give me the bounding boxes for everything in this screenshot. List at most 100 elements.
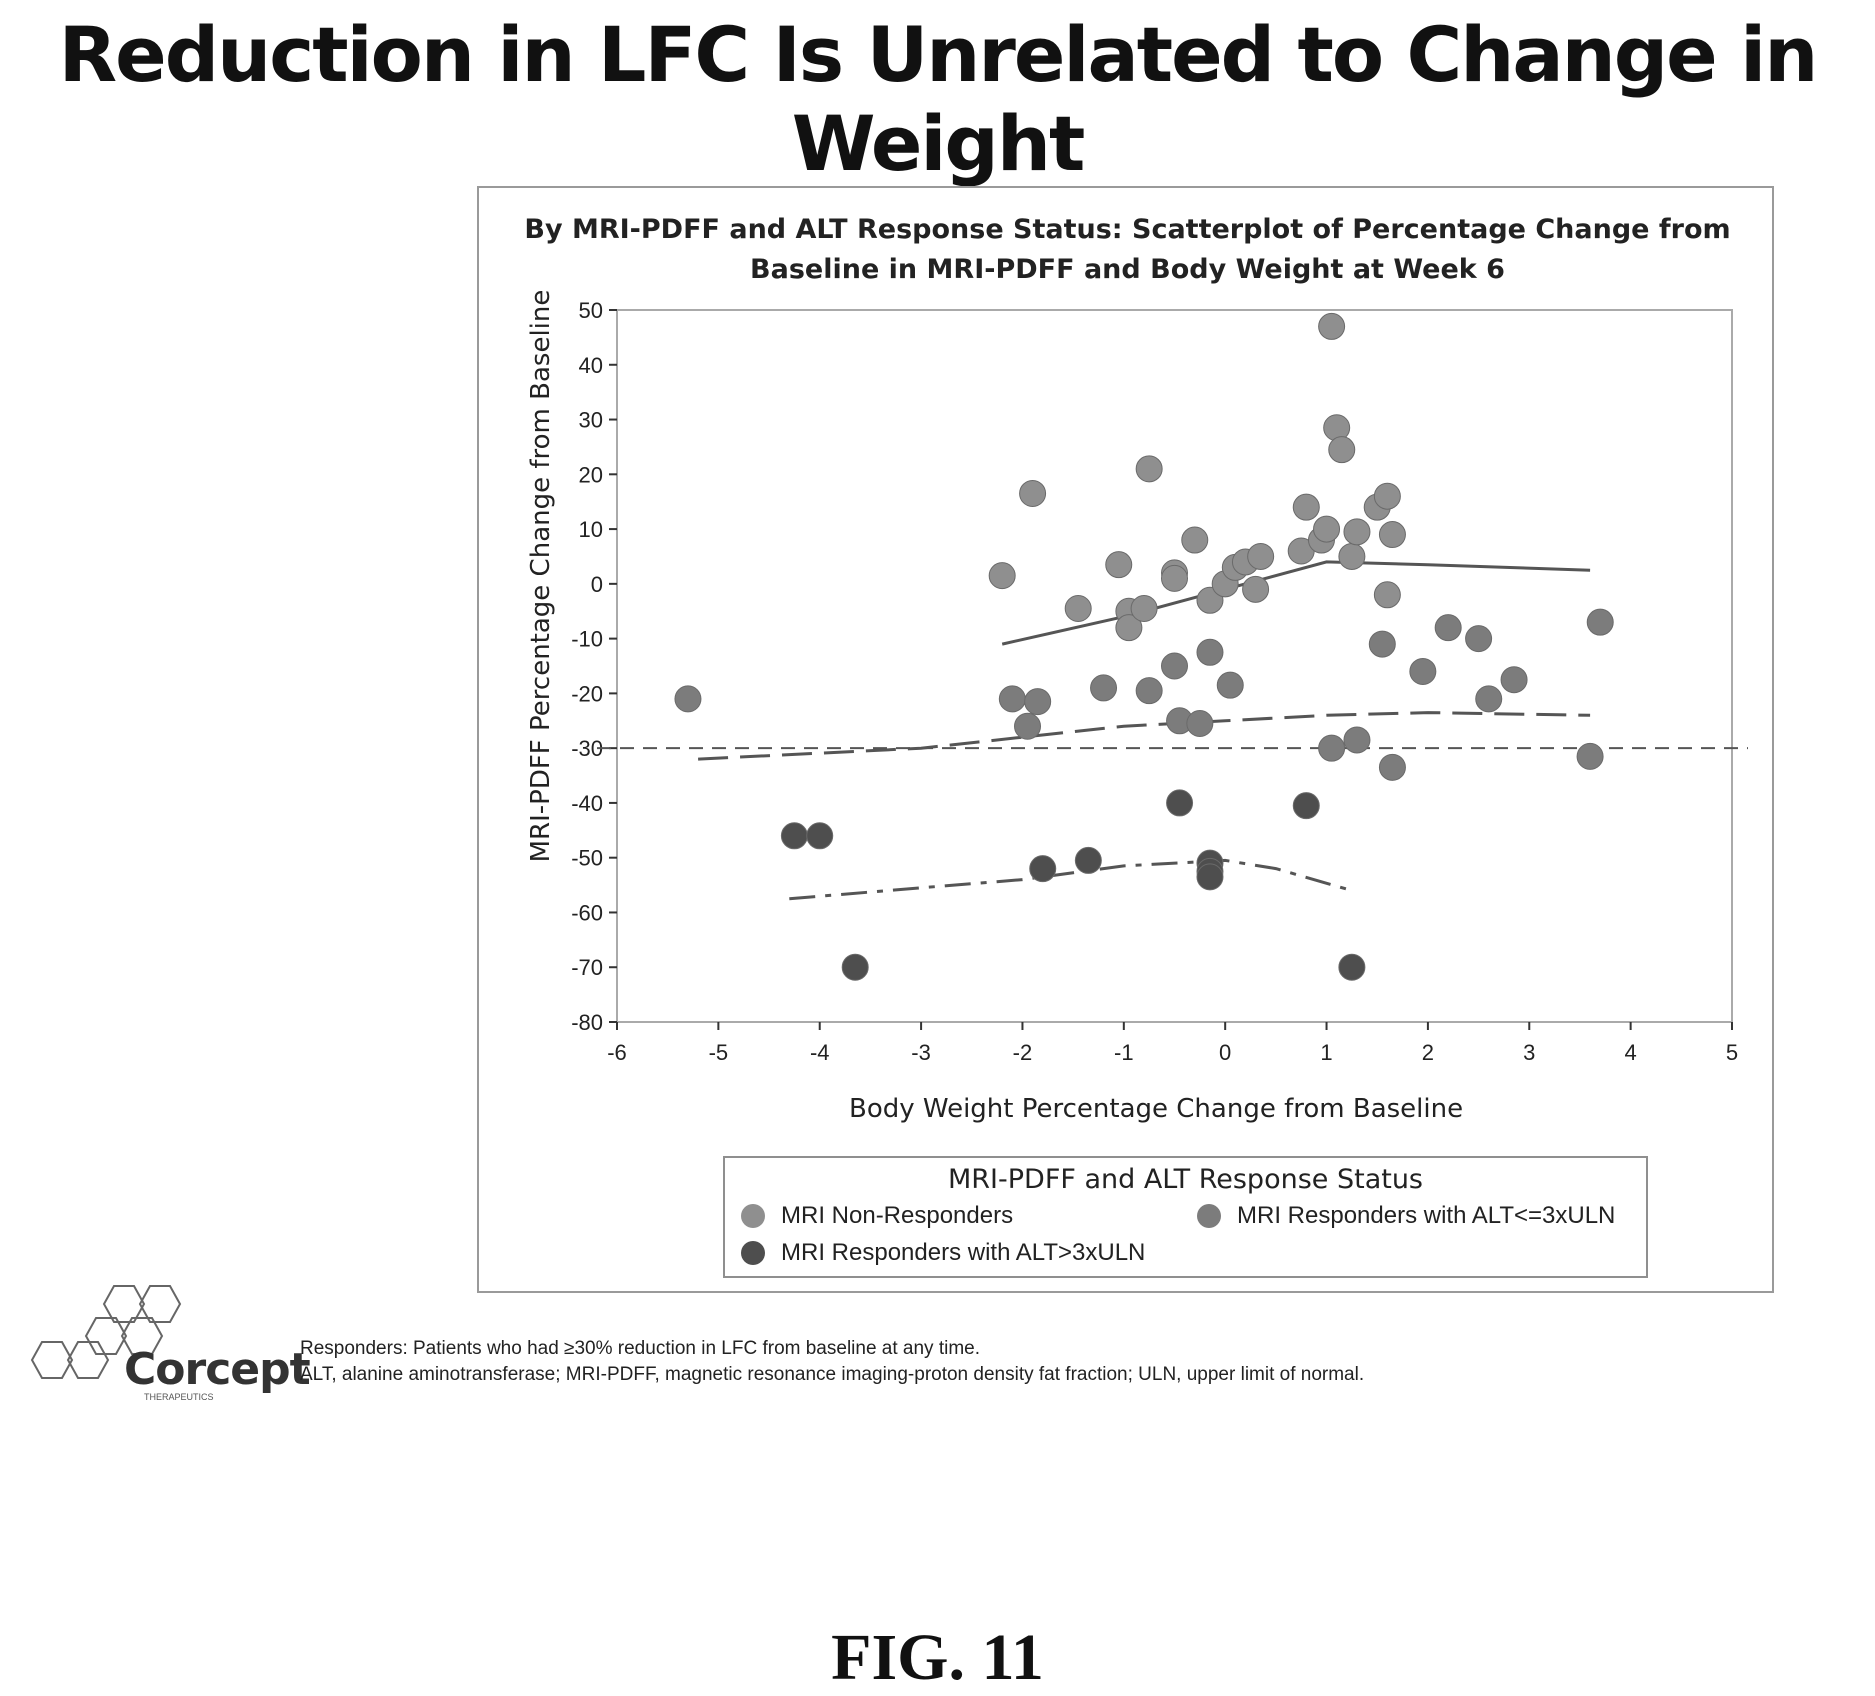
data-point-series-2 — [1014, 712, 1042, 740]
x-tick-label: -1 — [1114, 1040, 1134, 1065]
y-tick-label: 0 — [591, 572, 603, 597]
y-tick-label: -40 — [571, 791, 603, 816]
legend-label-non-responders: MRI Non-Responders — [781, 1202, 1014, 1229]
y-tick-label: 40 — [579, 353, 603, 378]
data-point-series-3 — [806, 822, 834, 850]
x-tick-label: -6 — [607, 1040, 627, 1065]
x-tick-label: -2 — [1013, 1040, 1033, 1065]
footnote-abbreviations: ALT, alanine aminotransferase; MRI-PDFF,… — [300, 1364, 1365, 1385]
y-tick-label: 30 — [579, 408, 603, 433]
x-tick-label: 1 — [1320, 1040, 1332, 1065]
data-point-series-3 — [841, 953, 869, 981]
data-point-series-2 — [1576, 742, 1604, 770]
scatter-plot: 50 40 30 20 10 0 -10 -20 -3 0 -40 -50 -60 -70 -80-6 -5 -… — [571, 298, 1748, 1065]
corcept-logo: Corcept THERAPEUTICS — [14, 1278, 311, 1402]
chart-panel: By MRI-PDFF and ALT Response Status: Sca… — [477, 186, 1774, 1293]
logo-subtitle: THERAPEUTICS — [144, 1392, 214, 1402]
legend-item-responders-alt-high: MRI Responders with ALT>3xULN — [741, 1239, 1145, 1267]
page-headline: Reduction in LFC Is Unrelated to Change … — [58, 10, 1819, 188]
data-point-series-3 — [1074, 846, 1102, 874]
x-tick-label: -5 — [709, 1040, 729, 1065]
plot-frame — [616, 309, 1733, 1023]
data-point-series-2 — [1434, 614, 1462, 642]
data-point-series-1 — [1064, 594, 1092, 622]
x-tick-label: -3 — [911, 1040, 931, 1065]
y-tick-label: -50 — [571, 846, 603, 871]
data-point-series-2 — [1161, 652, 1188, 680]
data-point-series-1 — [1135, 455, 1163, 483]
data-point-series-1 — [1105, 551, 1133, 579]
data-point-series-2 — [1500, 666, 1528, 694]
x-tick-label: 2 — [1422, 1040, 1434, 1065]
y-tick-label: -60 — [571, 900, 603, 925]
data-point-series-1 — [1247, 542, 1275, 570]
data-point-series-1 — [1343, 518, 1371, 546]
y-tick-label: -70 — [571, 955, 603, 980]
x-tick-label: 3 — [1523, 1040, 1535, 1065]
data-point-series-2 — [1135, 677, 1163, 705]
data-point-series-1 — [1378, 521, 1406, 549]
data-point-series-1 — [1292, 493, 1320, 521]
data-point-series-1 — [988, 562, 1016, 590]
data-point-series-3 — [1166, 789, 1194, 817]
data-point-series-1 — [1373, 482, 1401, 510]
data-point-series-1 — [1130, 594, 1158, 622]
figure-label: FIG. 11 — [831, 1621, 1044, 1694]
x-axis-label: Body Weight Percentage Change from Basel… — [849, 1094, 1464, 1124]
data-point-series-2 — [674, 685, 702, 713]
y-tick-label: 10 — [579, 517, 603, 542]
data-point-series-1 — [1115, 614, 1143, 642]
y-tick-label: -80 — [571, 1010, 603, 1035]
data-point-series-1 — [1019, 479, 1047, 507]
x-tick-label: 0 — [1219, 1040, 1231, 1065]
data-point-series-1 — [1242, 575, 1270, 603]
legend-label-responders-alt-low: MRI Responders with ALT<=3xULN — [1237, 1202, 1616, 1229]
legend-item-responders-alt-low: MRI Responders with ALT<=3xULN — [1197, 1202, 1615, 1230]
data-point-series-2 — [1090, 674, 1118, 702]
data-point-series-2 — [1368, 630, 1396, 658]
chart-title-line-1: By MRI-PDFF and ALT Response Status: Sca… — [524, 214, 1731, 245]
chart-title-line-2: Baseline in MRI-PDFF and Body Weight at … — [750, 254, 1505, 285]
data-point-series-3 — [1029, 855, 1057, 883]
data-point-series-1 — [1373, 581, 1401, 609]
footnote-responders: Responders: Patients who had ≥30% reduct… — [300, 1338, 981, 1359]
y-axis-label: MRI-PDFF Percentage Change from Baseline — [526, 289, 556, 863]
legend-title: MRI-PDFF and ALT Response Status — [947, 1164, 1424, 1195]
data-point-series-2 — [1186, 710, 1214, 738]
legend-marker-responders-alt-low — [1197, 1204, 1221, 1228]
data-point-series-2 — [1343, 726, 1371, 754]
data-point-series-3 — [1196, 863, 1224, 891]
data-point-series-2 — [1465, 625, 1493, 653]
data-point-series-2 — [1216, 671, 1244, 699]
y-tick-label: 50 — [579, 298, 603, 323]
data-point-series-2 — [1378, 753, 1406, 781]
data-point-series-2 — [1586, 608, 1614, 636]
x-tick-label: 4 — [1625, 1040, 1637, 1065]
logo-wordmark: Corcept — [124, 1344, 311, 1395]
y-tick-label: 20 — [579, 462, 603, 487]
data-point-series-1 — [1338, 542, 1366, 570]
trend-line-3 — [789, 858, 1353, 901]
data-point-series-1 — [1318, 312, 1346, 340]
data-point-series-2 — [1475, 685, 1503, 713]
data-point-series-1 — [1181, 526, 1209, 554]
data-point-series-3 — [780, 822, 808, 850]
data-point-series-3 — [1292, 792, 1320, 820]
legend-item-non-responders: MRI Non-Responders — [741, 1202, 1013, 1230]
data-point-series-2 — [1318, 734, 1346, 762]
data-point-series-1 — [1161, 564, 1188, 592]
data-point-series-1 — [1313, 515, 1341, 543]
legend: MRI-PDFF and ALT Response Status MRI Non… — [723, 1156, 1648, 1278]
trend-line-2 — [698, 711, 1591, 761]
data-point-series-1 — [1328, 436, 1356, 464]
data-point-series-2 — [1196, 638, 1224, 666]
data-point-series-3 — [1338, 953, 1366, 981]
data-point-series-2 — [1024, 688, 1052, 716]
y-tick-label: -20 — [571, 681, 603, 706]
legend-marker-responders-alt-high — [741, 1241, 765, 1265]
x-tick-label: -4 — [810, 1040, 830, 1065]
trend-line-1 — [1001, 560, 1591, 646]
data-point-series-2 — [998, 685, 1026, 713]
legend-marker-non-responders — [741, 1204, 765, 1228]
legend-label-responders-alt-high: MRI Responders with ALT>3xULN — [781, 1239, 1146, 1266]
